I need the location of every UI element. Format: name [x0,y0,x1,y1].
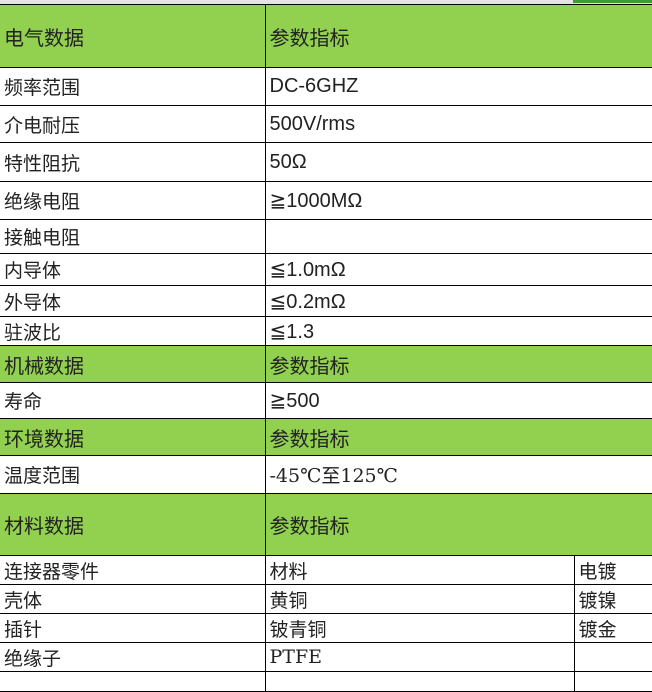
row-plating: 镀镍 [573,584,652,614]
section-header: 电气数据 [0,4,266,68]
row-value: ≦0.2mΩ [264,285,652,317]
empty-cell [264,671,575,692]
section-header-value: 参数指标 [264,493,652,556]
table-row: 内导体 ≦1.0mΩ [0,253,652,286]
row-label: 介电耐压 [0,105,266,143]
table-row: 温度范围 -45℃至125℃ [0,455,652,494]
row-value: DC-6GHZ [264,67,652,106]
row-label: 绝缘电阻 [0,181,266,220]
section-header: 环境数据 [0,418,266,456]
row-label: 绝缘子 [0,642,266,672]
electrical-header-row: 电气数据 参数指标 [0,4,652,68]
row-material: PTFE [264,642,575,672]
table-row: 接触电阻 [0,219,652,254]
section-header: 材料数据 [0,493,266,556]
empty-cell [573,671,652,692]
row-value: ≧500 [264,382,652,419]
top-accent-bar [573,0,652,3]
table-row: 插针 铍青铜 镀金 [0,613,652,643]
row-label: 频率范围 [0,67,266,106]
section-header-value: 参数指标 [264,4,652,68]
row-material: 黄铜 [264,584,575,614]
row-plating: 镀金 [573,613,652,643]
row-value: 50Ω [264,142,652,182]
row-value: ≦1.0mΩ [264,253,652,286]
row-label: 外导体 [0,285,266,317]
row-plating [573,642,652,672]
table-row: 绝缘电阻 ≧1000MΩ [0,181,652,220]
material-header-row: 材料数据 参数指标 [0,493,652,556]
row-label: 壳体 [0,584,266,614]
row-plating: 电镀 [573,555,652,585]
row-value [264,219,652,254]
row-label: 接触电阻 [0,219,266,254]
table-row: 连接器零件 材料 电镀 [0,555,652,585]
section-header: 机械数据 [0,345,266,383]
table-row: 特性阻抗 50Ω [0,142,652,182]
table-row: 绝缘子 PTFE [0,642,652,672]
row-label: 温度范围 [0,455,266,494]
top-border [0,0,652,4]
row-label: 插针 [0,613,266,643]
row-material: 铍青铜 [264,613,575,643]
row-value: ≦1.3 [264,316,652,346]
section-header-value: 参数指标 [264,418,652,456]
spec-table: 电气数据 参数指标 频率范围 DC-6GHZ 介电耐压 500V/rms 特性阻抗 5… [0,4,652,692]
table-row: 介电耐压 500V/rms [0,105,652,143]
row-label: 驻波比 [0,316,266,346]
row-value: -45℃至125℃ [264,455,652,494]
row-material: 材料 [264,555,575,585]
row-value: ≧1000MΩ [264,181,652,220]
row-label: 内导体 [0,253,266,286]
table-row: 寿命 ≧500 [0,382,652,419]
row-label: 连接器零件 [0,555,266,585]
mechanical-header-row: 机械数据 参数指标 [0,345,652,383]
environmental-header-row: 环境数据 参数指标 [0,418,652,456]
table-row [0,671,652,692]
table-row: 频率范围 DC-6GHZ [0,67,652,106]
section-header-value: 参数指标 [264,345,652,383]
table-row: 外导体 ≦0.2mΩ [0,285,652,317]
table-row: 驻波比 ≦1.3 [0,316,652,346]
empty-cell [0,671,266,692]
row-value: 500V/rms [264,105,652,143]
row-label: 寿命 [0,382,266,419]
table-row: 壳体 黄铜 镀镍 [0,584,652,614]
row-label: 特性阻抗 [0,142,266,182]
